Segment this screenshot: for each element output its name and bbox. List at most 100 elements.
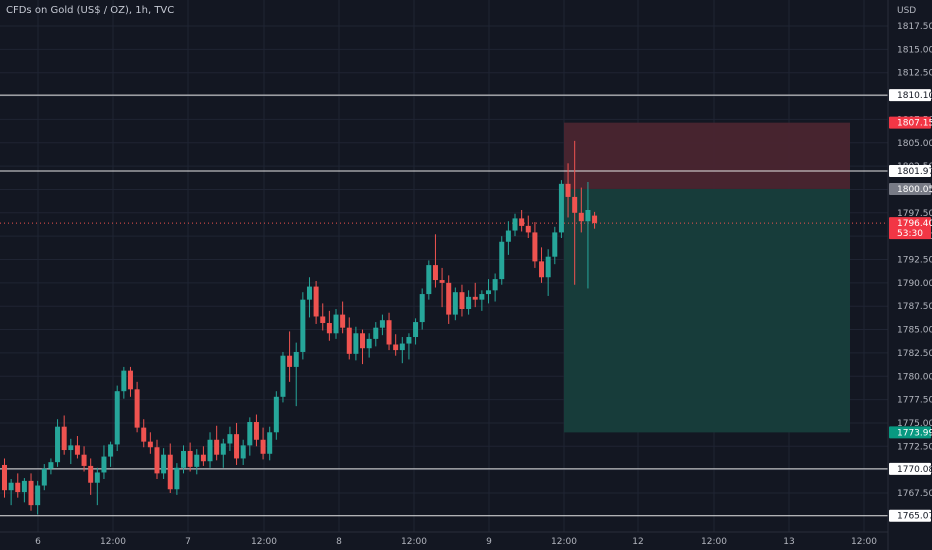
candle-body bbox=[214, 439, 220, 455]
time-tick-label: 12 bbox=[632, 537, 643, 547]
candle-body bbox=[532, 232, 538, 262]
price-label-current: 1796.40 bbox=[897, 219, 932, 229]
price-label-target-box bbox=[889, 426, 931, 439]
price-label-current-box bbox=[889, 217, 931, 240]
candle-body bbox=[399, 343, 405, 351]
candle-body bbox=[253, 422, 259, 440]
candle-body bbox=[406, 337, 412, 344]
candle-body bbox=[41, 468, 47, 486]
price-label-stop-box bbox=[889, 116, 931, 129]
price-label-level-1810: 1810.10 bbox=[897, 91, 932, 101]
time-tick-label: 12:00 bbox=[551, 537, 577, 547]
candle-body bbox=[320, 316, 326, 324]
price-label-level-1801: 1801.97 bbox=[897, 167, 932, 177]
price-tick-label: 1805.00 bbox=[897, 139, 932, 149]
candle-body bbox=[134, 389, 140, 428]
price-label-stop: 1807.15 bbox=[897, 119, 932, 129]
candle-body bbox=[552, 232, 558, 257]
stop-loss-zone[interactable] bbox=[564, 122, 850, 189]
candle-body bbox=[519, 218, 525, 226]
candle-body bbox=[293, 351, 299, 367]
candle-body bbox=[360, 333, 366, 349]
candle-body bbox=[161, 454, 167, 474]
candle-body bbox=[240, 445, 246, 459]
candle-body bbox=[313, 286, 319, 317]
time-tick-label: 12:00 bbox=[100, 537, 126, 547]
candle-body bbox=[565, 183, 571, 197]
candle-body bbox=[234, 434, 240, 459]
candle-body bbox=[419, 294, 425, 323]
price-tick-label: 1767.50 bbox=[897, 489, 932, 499]
horizontal-levels[interactable] bbox=[0, 94, 888, 517]
candle-body bbox=[525, 225, 531, 233]
price-label-level-1801-box bbox=[889, 165, 931, 178]
price-tick-label: 1817.50 bbox=[897, 22, 932, 32]
candle-body bbox=[393, 344, 399, 351]
time-axis[interactable]: 6 12:00 7 12:00 8 12:00 9 12:00 12 12:00 13 12:00 bbox=[0, 531, 888, 547]
candle-body bbox=[81, 454, 87, 466]
candle-body bbox=[386, 320, 392, 345]
price-tick-label: 1775.00 bbox=[897, 419, 932, 429]
candle-body bbox=[373, 327, 379, 339]
candle-body bbox=[101, 456, 107, 473]
candle-body bbox=[472, 296, 478, 300]
candle-body bbox=[174, 467, 180, 490]
time-tick-label: 12:00 bbox=[701, 537, 727, 547]
candle-body bbox=[154, 447, 160, 474]
candle-body bbox=[287, 355, 293, 367]
price-tick-label: 1785.00 bbox=[897, 326, 932, 336]
candle-body bbox=[452, 292, 458, 315]
price-labels: 1810.10 1807.15 1801.97 1800.05 1796.4053:30… bbox=[889, 89, 932, 522]
candle-body bbox=[512, 218, 518, 231]
take-profit-zone[interactable] bbox=[564, 188, 850, 433]
candle-body bbox=[432, 265, 438, 281]
countdown-label: 53:30 bbox=[897, 229, 923, 239]
candle-body bbox=[539, 261, 545, 278]
candle-body bbox=[466, 296, 472, 310]
candle-body bbox=[505, 230, 511, 242]
position-zones[interactable] bbox=[564, 122, 850, 433]
price-tick-label: 1815.00 bbox=[897, 45, 932, 55]
candle-body bbox=[114, 391, 120, 445]
candle-body bbox=[220, 443, 226, 455]
candle-body bbox=[21, 480, 27, 493]
price-label-level-1810-box bbox=[889, 89, 931, 102]
price-label-entry: 1800.05 bbox=[897, 185, 932, 195]
time-tick-label: 9 bbox=[486, 537, 492, 547]
candle-body bbox=[28, 480, 34, 506]
candle-body bbox=[74, 445, 80, 455]
price-tick-label: 1787.50 bbox=[897, 302, 932, 312]
candle-body bbox=[572, 196, 578, 213]
candle-body bbox=[121, 370, 127, 392]
price-tick-label: 1780.00 bbox=[897, 372, 932, 382]
candle-body bbox=[492, 279, 498, 291]
price-label-level-1765: 1765.07 bbox=[897, 512, 932, 522]
price-label-level-1770: 1770.08 bbox=[897, 465, 932, 475]
candles bbox=[2, 140, 598, 515]
candle-body bbox=[227, 434, 233, 444]
candle-body bbox=[300, 299, 306, 352]
candle-body bbox=[499, 241, 505, 280]
chart-title: CFDs on Gold (US$ / OZ), 1h, TVC bbox=[6, 5, 175, 16]
candle-body bbox=[346, 327, 352, 354]
candle-body bbox=[592, 215, 598, 224]
candle-body bbox=[558, 183, 564, 233]
time-tick-label: 13 bbox=[783, 537, 794, 547]
time-tick-label: 12:00 bbox=[401, 537, 427, 547]
price-tick-label: 1782.50 bbox=[897, 349, 932, 359]
candle-body bbox=[207, 439, 213, 462]
candle-body bbox=[127, 370, 133, 390]
candle-body bbox=[459, 292, 465, 310]
candle-body bbox=[578, 212, 584, 222]
candle-body bbox=[200, 454, 206, 462]
time-tick-label: 12:00 bbox=[851, 537, 877, 547]
candle-body bbox=[280, 355, 286, 397]
candle-body bbox=[108, 444, 114, 457]
time-tick-label: 12:00 bbox=[251, 537, 277, 547]
candle-body bbox=[94, 472, 100, 483]
candle-body bbox=[479, 294, 485, 300]
candle-body bbox=[194, 454, 200, 467]
candle-body bbox=[141, 427, 147, 442]
